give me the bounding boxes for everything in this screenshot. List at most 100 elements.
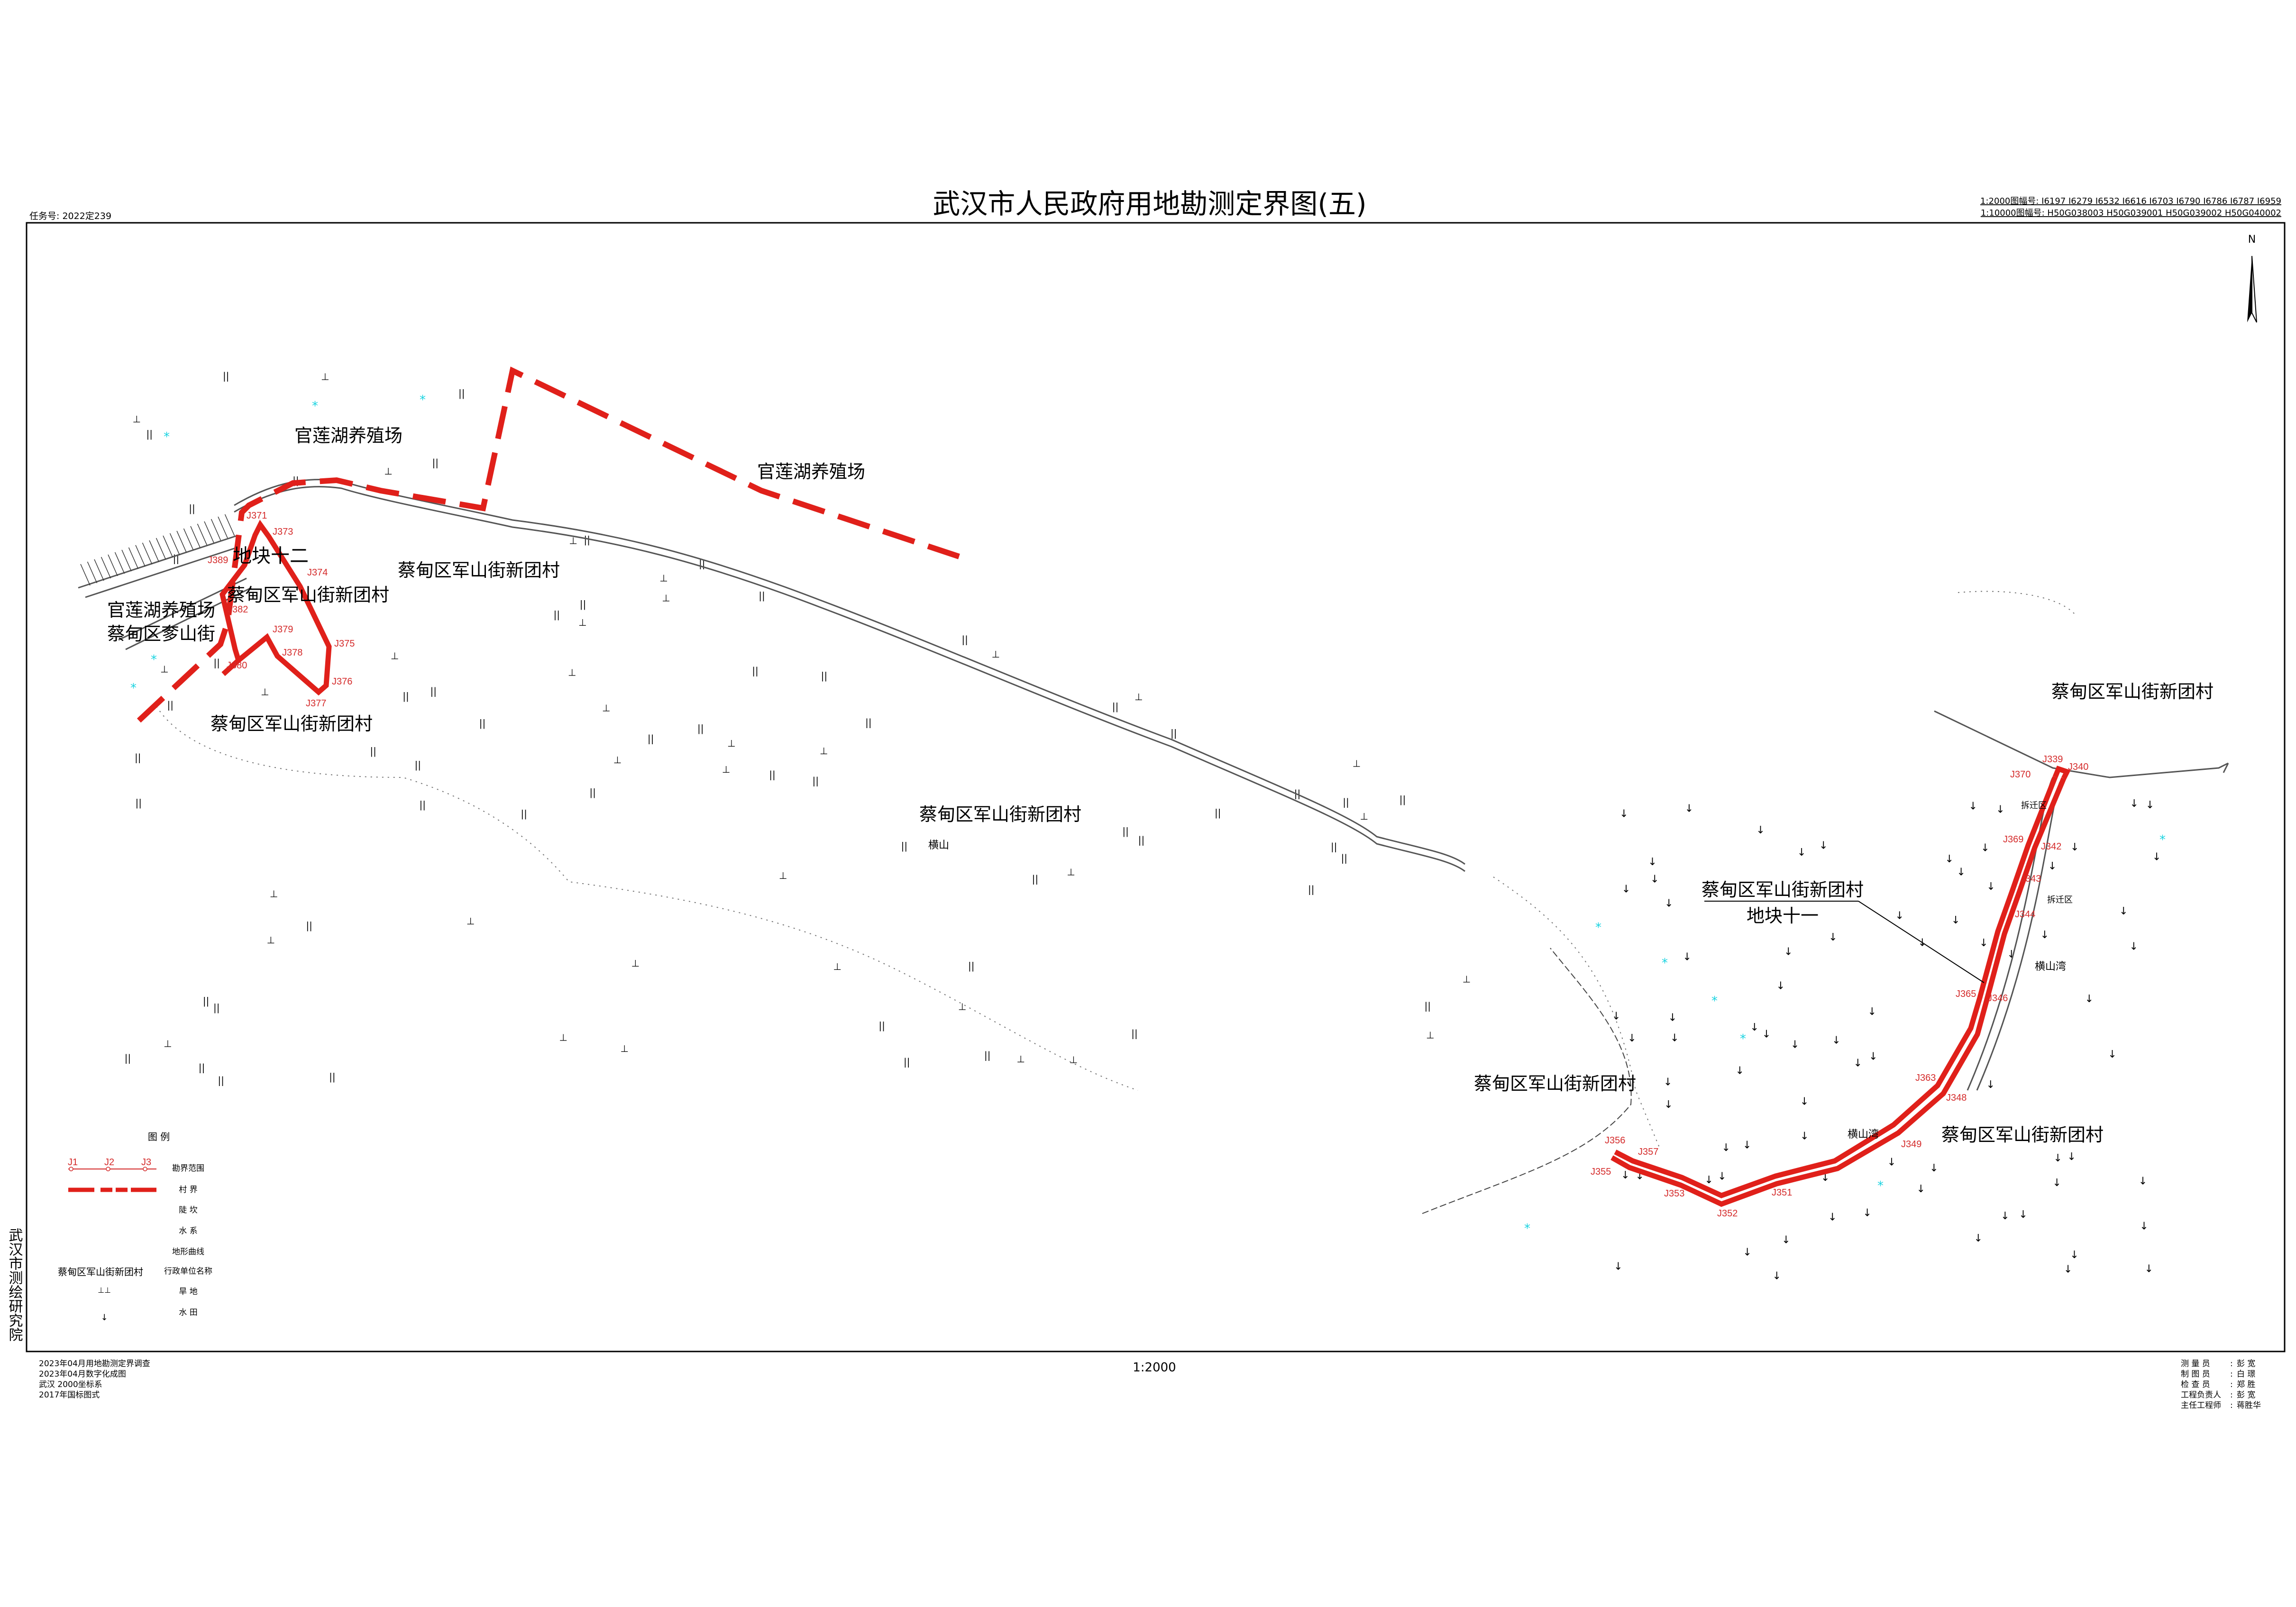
dry-land-icon: || (329, 1071, 335, 1082)
embankment-tick (101, 557, 111, 579)
dry-land-icon: ⊥ (659, 573, 668, 584)
svg-text:村 界: 村 界 (179, 1185, 197, 1195)
dry-land-icon: || (1131, 1028, 1137, 1039)
svg-text:J352: J352 (1717, 1208, 1738, 1219)
dry-land-icon: ⊥ (662, 593, 670, 604)
svg-text:白 璟: 白 璟 (2237, 1370, 2255, 1379)
pond-icon: * (151, 653, 157, 667)
svg-text:J356: J356 (1605, 1135, 1625, 1146)
dry-land-icon: || (218, 1075, 224, 1086)
label-village: 蔡甸区军山街新团村 (210, 713, 373, 734)
paddy-field-icon: ↓ (2130, 941, 2138, 953)
svg-text:J346: J346 (1987, 993, 2008, 1004)
svg-text:J342: J342 (2041, 841, 2061, 852)
svg-text:蒋胜华: 蒋胜华 (2237, 1401, 2261, 1410)
pond-icon: * (2159, 833, 2166, 847)
paddy-field-icon: ↓ (1784, 946, 1793, 958)
paddy-field-icon: ↓ (1979, 937, 1988, 949)
svg-text:J339: J339 (2042, 754, 2063, 765)
svg-text:J389: J389 (208, 555, 228, 566)
dry-land-icon: || (1112, 701, 1118, 712)
dry-land-icon: || (1138, 834, 1144, 846)
staff-block: 测 量 员彭 宽 制 图 员白 璟 检 查 员郑 胜 工程负责人彭 宽 主任工程… (2181, 1359, 2261, 1410)
dry-land-icon: || (306, 920, 312, 931)
svg-text:J371: J371 (247, 511, 267, 521)
paddy-field-icon: ↓ (1743, 1139, 1751, 1151)
label-village: 蔡甸区军山街新团村 (2051, 681, 2214, 702)
label-village: 蔡甸区军山街新团村 (1941, 1124, 2104, 1145)
dry-land-icon: ⊥ (833, 961, 842, 972)
dry-land-icon: || (135, 752, 141, 763)
paddy-field-icon: ↓ (1736, 1065, 1744, 1077)
embankment-tick (156, 538, 166, 560)
dry-land-icon: || (136, 797, 142, 809)
dry-land-icon: || (370, 746, 376, 757)
paddy-field-icon: ↓ (2130, 798, 2138, 810)
paddy-field-icon: ↓ (1670, 1032, 1679, 1044)
dry-land-icon: ⊥ (1017, 1053, 1025, 1065)
dry-land-icon: || (479, 717, 485, 729)
dry-land-icon: || (199, 1062, 205, 1073)
dry-land-icon: ⊥ (621, 1043, 629, 1054)
embankment-tick (218, 516, 228, 539)
dry-land-icon: || (865, 717, 871, 728)
paddy-field-icon: ↓ (1621, 1169, 1629, 1181)
paddy-field-icon: ↓ (1628, 1032, 1636, 1044)
paddy-field-icon: ↓ (1945, 853, 1954, 865)
dry-land-icon: || (1424, 1000, 1430, 1012)
paddy-field-icon: ↓ (1619, 808, 1628, 820)
plot-11-boundary (1610, 766, 2071, 1207)
svg-text:J351: J351 (1772, 1187, 1792, 1198)
embankment-tick (94, 559, 104, 581)
svg-text:检 查 员: 检 查 员 (2181, 1380, 2210, 1389)
paddy-field-icon: ↓ (1868, 1006, 1876, 1018)
pond-icon: * (1595, 921, 1601, 935)
paddy-field-icon: ↓ (1782, 1234, 1790, 1246)
paddy-field-icon: ↓ (1800, 1096, 1809, 1107)
embankment-tick (183, 528, 194, 550)
label-farm: 官莲湖养殖场 (757, 461, 865, 482)
svg-text:J379: J379 (273, 624, 293, 635)
dry-land-icon: || (1331, 841, 1337, 852)
svg-text:水 田: 水 田 (179, 1308, 197, 1317)
embankment-tick (108, 554, 118, 576)
pond-icon: * (1524, 1222, 1530, 1236)
svg-text::: : (2230, 1370, 2233, 1379)
paddy-field-icon: ↓ (2139, 1176, 2147, 1187)
svg-text:彭 宽: 彭 宽 (2237, 1359, 2255, 1369)
dry-land-icon: ⊥ (1134, 691, 1143, 703)
paddy-field-icon: ↓ (1648, 856, 1656, 868)
dry-land-icon: ⊥ (820, 745, 828, 757)
label-plot-11: 地块十一 (1747, 905, 1819, 926)
dry-land-icon: ⊥ (321, 371, 329, 382)
dry-land-icon: ⊥ (270, 888, 278, 900)
label-hengshan: 横山 (928, 840, 949, 851)
dry-land-icon: || (415, 759, 421, 771)
svg-text:J2: J2 (104, 1157, 114, 1168)
dry-land-icon: ⊥ (568, 667, 576, 678)
dry-land-icon: ⊥ (559, 1032, 567, 1043)
sheet-numbers-2000: 1:2000图幅号: I6197 I6279 I6532 I6616 I6703… (1980, 196, 2281, 206)
label-village: 蔡甸区军山街新团村 (398, 560, 560, 581)
svg-text:行政单位名称: 行政单位名称 (164, 1267, 212, 1276)
paddy-field-icon: ↓ (2064, 1263, 2072, 1275)
dry-land-icon: || (430, 685, 437, 697)
dry-land-icon: || (1400, 794, 1406, 805)
paddy-field-icon: ↓ (1614, 1260, 1622, 1272)
dry-land-icon: ⊥ (727, 738, 735, 749)
dry-land-icon: ⊥ (613, 754, 622, 766)
sheet-numbers-10000: 1:10000图幅号: H50G038003 H50G039001 H50G03… (1981, 208, 2281, 218)
dry-land-icon: ⊥ (391, 650, 399, 661)
terrain-contours (156, 591, 2077, 1148)
dry-land-icon: || (213, 1002, 220, 1013)
paddy-field-icon: ↓ (2067, 1151, 2076, 1163)
paddy-field-icon: ↓ (1996, 804, 2004, 816)
paddy-field-icon: ↓ (2145, 1263, 2153, 1275)
paddy-field-icon: ↓ (2070, 1249, 2078, 1261)
svg-text:J382: J382 (228, 604, 248, 615)
map-labels: 官莲湖养殖场 官莲湖养殖场 地块十二 蔡甸区军山街新团村 蔡甸区军山街新团村 官… (107, 425, 2214, 1145)
embankment-tick (163, 535, 173, 557)
pond-icon: * (1662, 956, 1668, 970)
paddy-field-icon: ↓ (1722, 1142, 1730, 1154)
pond-icon: * (164, 430, 170, 444)
